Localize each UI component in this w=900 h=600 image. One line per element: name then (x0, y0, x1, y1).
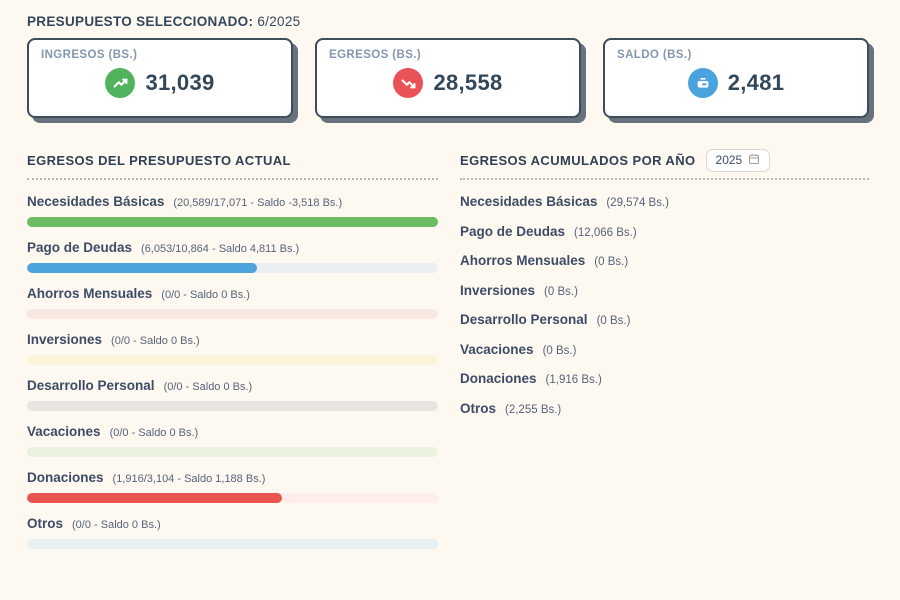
category-name: Necesidades Básicas (27, 194, 165, 209)
category-detail: (0/0 - Saldo 0 Bs.) (161, 289, 250, 301)
category-row: Desarrollo Personal (0/0 - Saldo 0 Bs.) (27, 378, 438, 411)
accumulated-item-value: (0 Bs.) (544, 285, 578, 298)
balance-value: 2,481 (727, 70, 785, 95)
category-row: Ahorros Mensuales (0/0 - Saldo 0 Bs.) (27, 286, 438, 319)
accumulated-item-value: (12,066 Bs.) (574, 226, 637, 239)
category-name: Desarrollo Personal (27, 378, 155, 393)
current-budget-title: EGRESOS DEL PRESUPUESTO ACTUAL (27, 152, 291, 168)
summary-cards: INGRESOS (BS.) 31,039 EGRESOS (BS.) 28,5 (27, 38, 869, 118)
income-card: INGRESOS (BS.) 31,039 (27, 38, 293, 118)
trend-down-icon (393, 68, 424, 98)
category-name: Inversiones (27, 332, 103, 347)
current-budget-section: EGRESOS DEL PRESUPUESTO ACTUAL Necesidad… (27, 148, 438, 562)
income-value: 31,039 (145, 70, 215, 95)
category-detail: (0/0 - Saldo 0 Bs.) (111, 335, 200, 347)
selected-budget-period: 6/2025 (257, 14, 301, 29)
category-name: Pago de Deudas (27, 240, 133, 255)
accumulated-item-name: Donaciones (460, 371, 537, 386)
category-progress-bar (27, 355, 438, 365)
category-name: Otros (27, 516, 64, 531)
category-name: Ahorros Mensuales (27, 286, 153, 301)
accumulated-item-name: Desarrollo Personal (460, 312, 588, 327)
category-row: Inversiones (0/0 - Saldo 0 Bs.) (27, 332, 438, 365)
category-progress-bar (27, 447, 438, 457)
trend-up-icon (105, 68, 136, 98)
category-progress-bar (27, 539, 438, 549)
accumulated-item-value: (0 Bs.) (542, 344, 577, 357)
accumulated-item-value: (2,255 Bs.) (505, 403, 562, 416)
accumulated-item: Inversiones (0 Bs.) (460, 283, 869, 298)
dotted-separator (460, 178, 869, 180)
piggy-bank-icon (687, 68, 718, 98)
selected-budget-label: PRESUPUESTO SELECCIONADO: (27, 14, 254, 29)
category-row: Otros (0/0 - Saldo 0 Bs.) (27, 516, 438, 549)
category-row: Donaciones (1,916/3,104 - Saldo 1,188 Bs… (27, 470, 438, 503)
balance-card-title: SALDO (BS.) (617, 49, 692, 61)
category-row: Necesidades Básicas (20,589/17,071 - Sal… (27, 194, 438, 227)
accumulated-item-name: Ahorros Mensuales (460, 253, 586, 268)
category-progress-bar (27, 401, 438, 411)
income-card-title: INGRESOS (BS.) (41, 49, 138, 61)
accumulated-item: Ahorros Mensuales (0 Bs.) (460, 253, 869, 268)
category-detail: (6,053/10,864 - Saldo 4,811 Bs.) (141, 243, 300, 255)
expenses-value: 28,558 (433, 70, 503, 95)
category-progress-bar (27, 263, 438, 273)
dotted-separator (27, 178, 438, 180)
accumulated-item: Desarrollo Personal (0 Bs.) (460, 312, 869, 327)
category-progress-bar (27, 217, 438, 227)
accumulated-item: Necesidades Básicas (29,574 Bs.) (460, 194, 869, 209)
category-row: Pago de Deudas (6,053/10,864 - Saldo 4,8… (27, 240, 438, 273)
category-detail: (0/0 - Saldo 0 Bs.) (109, 427, 199, 439)
category-progress-bar (27, 493, 438, 503)
category-detail: (0/0 - Saldo 0 Bs.) (163, 381, 253, 393)
accumulated-item-name: Otros (460, 400, 497, 416)
accumulated-item-name: Inversiones (460, 282, 536, 298)
year-value: 2025 (715, 153, 743, 167)
category-detail: (0/0 - Saldo 0 Bs.) (72, 519, 161, 531)
expenses-card: EGRESOS (BS.) 28,558 (315, 38, 581, 118)
accumulated-item: Pago de Deudas (12,066 Bs.) (460, 224, 869, 239)
expenses-card-title: EGRESOS (BS.) (329, 49, 422, 61)
year-selector[interactable]: 2025 (705, 148, 771, 172)
budget-dashboard: PRESUPUESTO SELECCIONADO: 6/2025 INGRESO… (27, 14, 869, 562)
category-name: Vacaciones (27, 424, 101, 439)
accumulated-item-name: Vacaciones (460, 341, 534, 357)
accumulated-item-value: (1,916 Bs.) (545, 374, 602, 386)
selected-budget-header: PRESUPUESTO SELECCIONADO: 6/2025 (27, 14, 869, 29)
accumulated-item: Donaciones (1,916 Bs.) (460, 371, 869, 386)
accumulated-item-name: Necesidades Básicas (460, 194, 598, 209)
accumulated-item-value: (29,574 Bs.) (606, 197, 669, 209)
balance-card: SALDO (BS.) 2,481 (603, 38, 869, 118)
category-name: Donaciones (27, 470, 104, 485)
accumulated-item-value: (0 Bs.) (596, 315, 631, 327)
calendar-icon (748, 153, 760, 168)
accumulated-item: Vacaciones (0 Bs.) (460, 342, 869, 357)
category-detail: (20,589/17,071 - Saldo -3,518 Bs.) (173, 197, 343, 209)
category-detail: (1,916/3,104 - Saldo 1,188 Bs.) (112, 473, 266, 485)
accumulated-item-name: Pago de Deudas (460, 223, 566, 239)
category-row: Vacaciones (0/0 - Saldo 0 Bs.) (27, 424, 438, 457)
accumulated-item: Otros (2,255 Bs.) (460, 401, 869, 416)
accumulated-item-value: (0 Bs.) (594, 256, 629, 268)
accumulated-title: EGRESOS ACUMULADOS POR AÑO (460, 152, 696, 168)
category-progress-bar (27, 309, 438, 319)
accumulated-section: EGRESOS ACUMULADOS POR AÑO 2025 Ne (460, 148, 869, 562)
